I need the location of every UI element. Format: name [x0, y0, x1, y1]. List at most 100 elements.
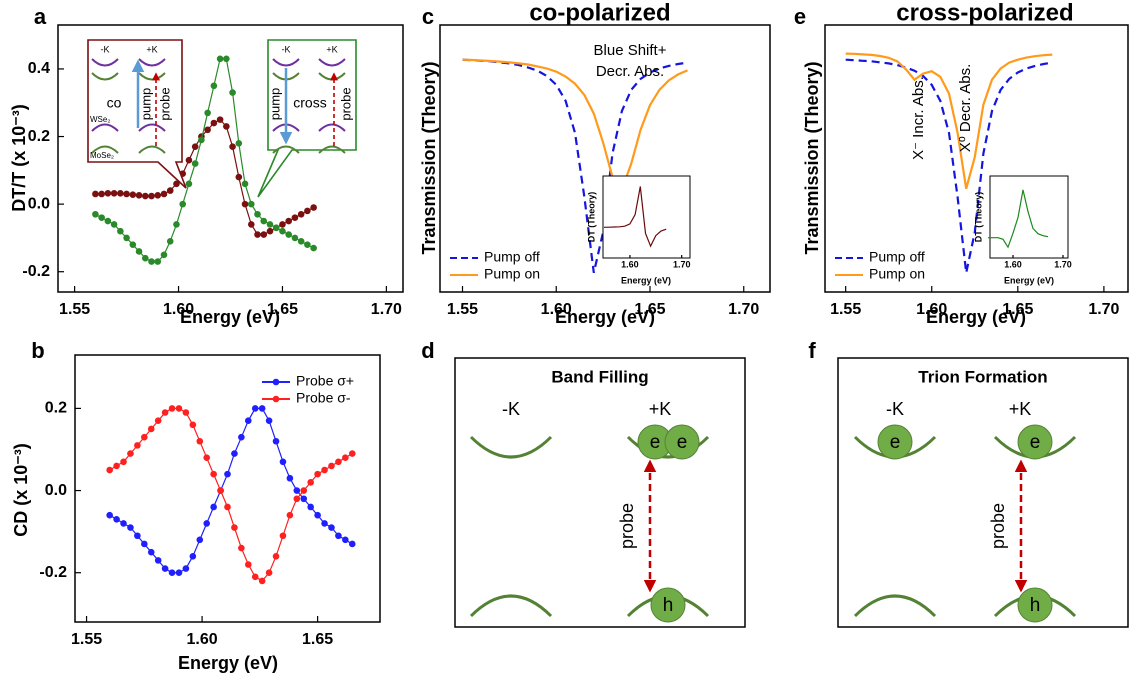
x-tick-label: 1.70 [728, 301, 759, 318]
data-point [141, 540, 148, 548]
data-point [127, 450, 134, 457]
data-point [127, 524, 134, 531]
data-point [148, 258, 155, 265]
y-axis-label: CD (x 10⁻³) [11, 443, 31, 537]
diagram-title: Trion Formation [918, 367, 1047, 386]
data-point [147, 548, 155, 556]
data-point [191, 160, 199, 167]
data-point [247, 221, 255, 228]
band [138, 145, 166, 154]
data-point [196, 437, 204, 445]
data-point [224, 503, 231, 511]
data-point [134, 532, 141, 540]
carrier-label: h [1030, 595, 1041, 616]
data-point [244, 561, 252, 568]
annotation: X⁻ Incr. Abs. [910, 76, 927, 160]
data-point [285, 231, 292, 238]
legend-label: Pump off [869, 249, 925, 265]
band [91, 123, 119, 132]
x-tick-label: 1.60 [916, 301, 947, 318]
data-point [235, 139, 243, 147]
data-point [328, 462, 335, 470]
x-axis-label: Energy (eV) [1004, 275, 1054, 285]
arrow-label: probe [617, 503, 637, 549]
data-point [229, 143, 236, 150]
data-point [223, 123, 230, 130]
data-point [129, 241, 137, 248]
data-point [258, 405, 266, 412]
data-point [348, 540, 356, 548]
valley-label: +K [1009, 399, 1032, 419]
panel-label: b [31, 338, 44, 363]
conduction-band [469, 435, 553, 459]
data-point [216, 55, 224, 63]
data-point [166, 187, 174, 194]
data-point [129, 191, 137, 198]
callout-text: probe [157, 87, 172, 120]
valley-label: +K [146, 44, 157, 54]
data-point [231, 524, 238, 531]
carrier [1017, 587, 1053, 623]
conduction-band [626, 435, 710, 459]
data-point [266, 227, 274, 235]
data-point [210, 119, 218, 127]
data-point [342, 454, 349, 461]
data-point [241, 180, 249, 188]
data-point [147, 425, 155, 433]
valence-band [853, 594, 937, 618]
data-point [168, 405, 176, 412]
annotation: X⁰ Decr. Abs. [957, 64, 974, 153]
data-point [279, 221, 286, 228]
data-point [120, 520, 127, 527]
data-point [160, 190, 168, 198]
data-point [106, 511, 113, 519]
y-tick-label: -0.2 [39, 564, 67, 581]
data-point [247, 200, 255, 208]
x-axis-label: Energy (eV) [555, 307, 655, 327]
data-point [348, 450, 356, 457]
data-point [286, 474, 294, 482]
data-point [265, 417, 273, 425]
panel-label: c [422, 4, 434, 29]
legend-marker [272, 378, 280, 386]
x-axis-label: Energy (eV) [178, 653, 278, 673]
data-point [196, 536, 204, 544]
y-axis-label: Transmission (Theory) [419, 61, 439, 254]
data-line [845, 58, 1053, 274]
inset-frame [602, 175, 691, 259]
annotation: Decr. Abs. [596, 63, 664, 80]
data-point [244, 417, 252, 425]
data-point [106, 466, 113, 474]
band [91, 145, 119, 154]
band [138, 123, 166, 132]
band [272, 145, 300, 154]
data-point [293, 495, 301, 503]
legend-marker [272, 395, 280, 403]
data-point [342, 536, 349, 544]
data-point [260, 231, 268, 238]
data-point [291, 234, 299, 242]
diagram-box [837, 357, 1129, 628]
data-point [229, 89, 236, 96]
x-tick-label: 1.65 [1002, 301, 1033, 318]
data-point [173, 180, 180, 188]
data-point [297, 238, 305, 245]
data-point [123, 234, 130, 242]
data-point [251, 573, 259, 581]
legend-label: Pump off [484, 249, 540, 265]
data-point [173, 221, 180, 228]
x-tick-label: 1.65 [267, 301, 298, 318]
data-point [272, 224, 280, 232]
data-point [241, 200, 249, 208]
data-point [154, 258, 162, 265]
legend-label: Probe σ- [296, 390, 351, 406]
data-point [300, 487, 308, 494]
carrier [664, 424, 700, 460]
data-point [135, 192, 143, 199]
data-point [286, 511, 294, 519]
data-point [210, 503, 217, 511]
data-point [135, 248, 143, 255]
data-point [223, 55, 230, 63]
y-tick-label: 0.2 [45, 400, 67, 417]
